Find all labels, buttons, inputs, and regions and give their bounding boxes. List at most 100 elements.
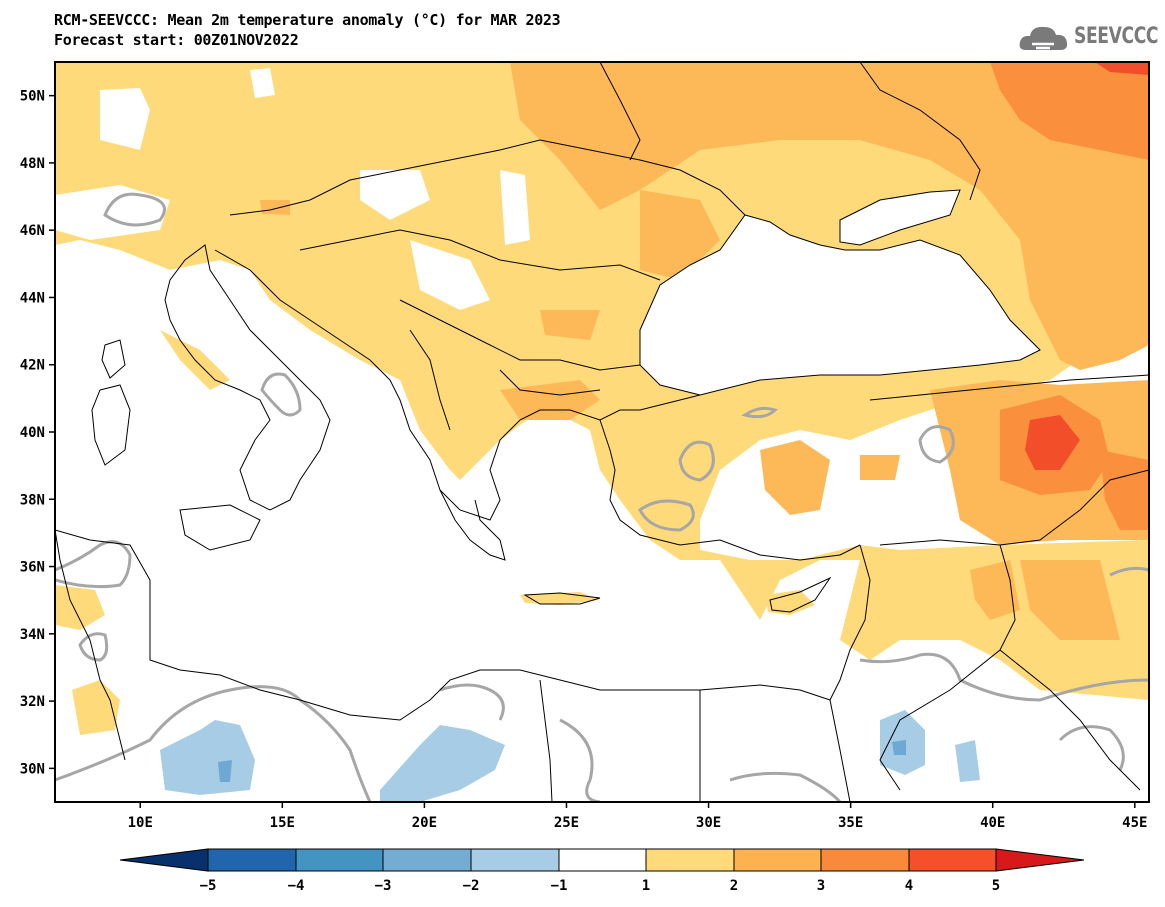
country-border [55, 529, 126, 761]
contour-line [78, 632, 109, 662]
colorbar-label: −2 [463, 878, 480, 894]
coastlines-borders [55, 62, 1149, 802]
colorbar-bin [558, 848, 647, 872]
contour-line [729, 771, 842, 802]
lon-tick-label: 30E [696, 815, 721, 831]
lat-tick-label: 40N [20, 425, 45, 441]
balkan-coastline [214, 249, 701, 521]
lon-tick-label: 10E [128, 815, 153, 831]
anomaly-region-russia-ne [1095, 62, 1149, 75]
contour-line [678, 440, 715, 482]
country-border [229, 139, 746, 216]
contour-line [638, 499, 695, 532]
corsica-coastline [101, 339, 126, 379]
anomaly-region-libya-1 [160, 720, 255, 795]
contour-line [299, 698, 372, 802]
country-border [859, 62, 981, 201]
lat-tick-label: 34N [20, 627, 45, 643]
colorbar-label: −5 [200, 878, 217, 894]
contour-line [103, 192, 166, 227]
contour-line [55, 540, 132, 589]
lon-tick-label: 40E [980, 815, 1005, 831]
anomaly-hole-1 [100, 88, 150, 150]
contour-line [559, 718, 601, 802]
lat-tick-label: 44N [20, 290, 45, 306]
lon-tick-label: 35E [838, 815, 863, 831]
crete-coastline [523, 592, 601, 605]
colorbar-bin [645, 848, 735, 872]
anomaly-region-iran [1100, 450, 1149, 530]
anomaly-region-europe-west [260, 200, 290, 215]
lon-tick-label: 45E [1122, 815, 1147, 831]
anomaly-region-turkey-mid [860, 455, 900, 480]
cloud-icon [1019, 26, 1068, 50]
colorbar-bin [820, 848, 910, 872]
axis-ticks: 50N 48N 46N 44N 42N 40N 38N 36N 34N 32N 30N 10E 15E 2… [20, 89, 1148, 831]
country-border [599, 62, 641, 161]
anomaly-region-libya-2 [380, 725, 505, 802]
country-border [829, 699, 851, 802]
anomaly-region-east [510, 62, 1149, 370]
contour-line [859, 652, 1149, 702]
contour-line [1109, 566, 1149, 577]
country-border [869, 374, 1149, 401]
lon-tick-label: 25E [554, 815, 579, 831]
colorbar-label: 3 [817, 878, 825, 894]
colorbar-label: 4 [905, 878, 913, 894]
sicily-coastline [179, 504, 261, 551]
azov-sea [839, 189, 961, 246]
country-border [999, 649, 1141, 791]
lat-tick-label: 46N [20, 223, 45, 239]
anomaly-region-sicily [55, 585, 105, 630]
lat-tick-label: 42N [20, 358, 45, 374]
country-border [399, 299, 641, 371]
lon-tick-label: 20E [412, 815, 437, 831]
contour-line [260, 372, 302, 417]
colorbar-label: −4 [288, 878, 305, 894]
country-border [539, 679, 553, 802]
title-line-1: RCM-SEEVCCC: Mean 2m temperature anomaly… [54, 11, 561, 29]
anomaly-hole-3 [360, 170, 430, 220]
anomaly-region-russia [990, 62, 1149, 160]
anomaly-hole-2 [250, 68, 275, 98]
anomaly-region-arabia [955, 740, 980, 782]
lat-tick-label: 32N [20, 694, 45, 710]
colorbar-bin [295, 848, 384, 872]
colorbar-label: 5 [992, 878, 1000, 894]
anomaly-region-ukraine [640, 190, 720, 280]
contour-line [439, 683, 505, 721]
anomaly-region-syria [970, 560, 1020, 620]
greece-coastline [439, 489, 506, 561]
anomaly-region-cyprus [765, 590, 815, 615]
anomaly-hole-5 [410, 240, 490, 310]
anomaly-region-armenia [1025, 415, 1080, 470]
lat-tick-label: 36N [20, 560, 45, 576]
colorbar-label: 1 [642, 878, 650, 894]
contour-line [55, 685, 302, 782]
country-border [409, 329, 451, 431]
anomaly-region-romania [540, 310, 600, 340]
country-border [299, 229, 661, 281]
anomaly-region-turkey-central [760, 440, 830, 515]
cyprus-coastline [769, 576, 832, 613]
africa-coastline [55, 529, 831, 721]
country-border [879, 469, 1149, 546]
colorbar-bin [733, 848, 822, 872]
anomaly-region-nafrica [72, 680, 120, 735]
anomaly-region-egypt-dark [892, 740, 906, 755]
colorbar-high-arrow [995, 848, 1085, 872]
colorbar-bin [382, 848, 472, 872]
anomaly-hole-6 [55, 185, 170, 240]
contour-line [918, 425, 955, 464]
country-border [879, 544, 1016, 791]
colorbar-label: −3 [375, 878, 392, 894]
lat-tick-label: 38N [20, 492, 45, 508]
anomaly-contours [55, 192, 1149, 802]
logo-text: SEEVCCC [1074, 24, 1159, 49]
sardinia-coastline [91, 384, 131, 466]
colorbar-label: 2 [730, 878, 738, 894]
anomaly-region-iraq [1020, 560, 1120, 640]
levant-coastline [829, 544, 871, 701]
colorbar-label: −1 [551, 878, 568, 894]
